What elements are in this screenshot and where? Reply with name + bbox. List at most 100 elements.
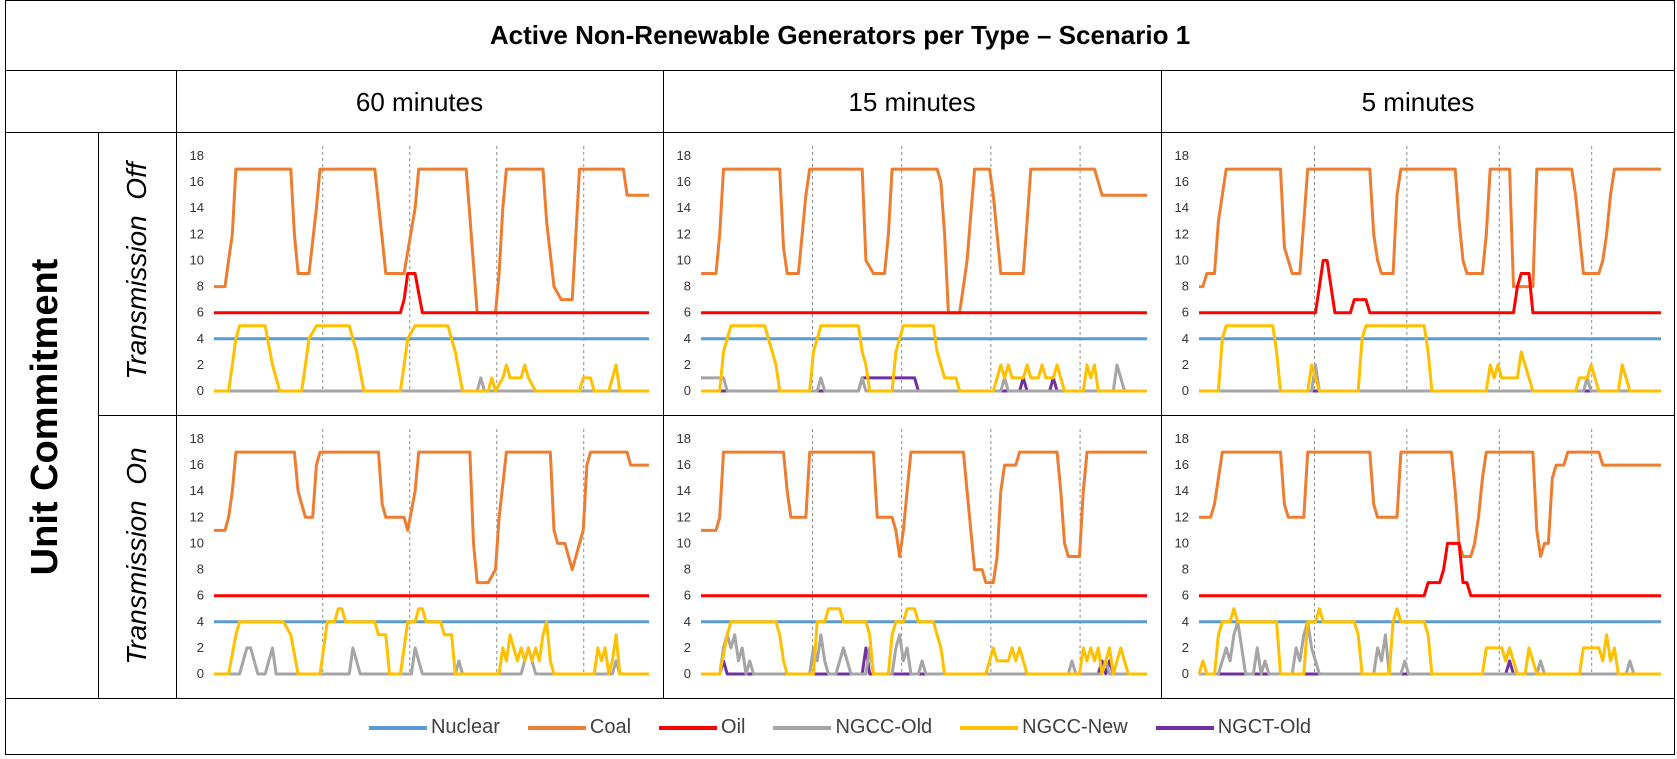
y-tick-label: 6 [1182, 305, 1189, 320]
legend-label-ngct-old: NGCT-Old [1217, 716, 1312, 738]
y-tick-label: 14 [1175, 200, 1189, 215]
y-tick-label: 10 [190, 535, 204, 550]
row-label-transmission-off: Transmission Off [121, 162, 152, 380]
y-tick-label: 4 [1182, 331, 1189, 346]
series-line-ngcc-old [701, 633, 1147, 676]
y-tick-label: 2 [1182, 357, 1189, 372]
y-tick-label: 18 [190, 431, 204, 446]
legend-label-ngcc-new: NGCC-New [1022, 716, 1128, 738]
y-tick-label: 4 [1182, 614, 1189, 629]
y-tick-label: 16 [190, 174, 204, 189]
row-group-label: Unit Commitment [23, 258, 66, 576]
y-tick-label: 10 [1175, 252, 1189, 267]
legend-item-ngcc-old: NGCC-Old [773, 716, 932, 739]
series-line-coal [701, 167, 1147, 315]
legend-item-nuclear: Nuclear [368, 716, 500, 739]
y-tick-label: 4 [684, 331, 691, 346]
series-line-oil [214, 272, 649, 315]
y-tick-label: 16 [190, 457, 204, 472]
series-line-coal [1199, 167, 1661, 289]
y-tick-label: 6 [684, 588, 691, 603]
y-tick-label: 12 [190, 509, 204, 524]
series-line-coal [214, 167, 649, 315]
y-tick-label: 4 [197, 331, 204, 346]
y-tick-label: 12 [1175, 509, 1189, 524]
y-tick-label: 2 [197, 640, 204, 655]
col-header-5: 5 minutes [1361, 86, 1475, 117]
legend-swatch-coal [527, 725, 586, 730]
y-tick-label: 0 [197, 383, 204, 398]
y-tick-label: 0 [1182, 666, 1189, 681]
chart-panel-off-15: 0 2 4 6 8 10 12 14 16 18 [677, 146, 1147, 398]
y-tick-label: 12 [1175, 226, 1189, 241]
legend-swatch-ngct-old [1155, 725, 1214, 730]
y-tick-label: 14 [1175, 483, 1189, 498]
chart-title: Active Non-Renewable Generators per Type… [489, 19, 1191, 50]
col-header-60: 60 minutes [355, 86, 484, 117]
y-tick-label: 10 [677, 535, 691, 550]
y-tick-label: 16 [677, 457, 691, 472]
y-tick-label: 18 [677, 431, 691, 446]
outer-frame [5, 0, 1675, 755]
y-tick-label: 0 [197, 666, 204, 681]
row-label-transmission-on: Transmission On [121, 447, 152, 665]
y-tick-label: 14 [677, 483, 691, 498]
y-tick-label: 6 [197, 305, 204, 320]
y-tick-label: 8 [1182, 279, 1189, 294]
col-header-15: 15 minutes [848, 86, 976, 117]
y-tick-label: 10 [1175, 535, 1189, 550]
series-line-ngcc-new [701, 324, 1147, 393]
col-divider-0 [176, 70, 177, 698]
y-tick-label: 18 [677, 148, 691, 163]
series-line-ngct-old [701, 376, 1147, 393]
y-tick-label: 12 [677, 509, 691, 524]
legend-item-oil: Oil [659, 716, 745, 739]
row-label-divider [98, 132, 99, 698]
y-tick-label: 18 [1175, 431, 1189, 446]
y-tick-label: 4 [197, 614, 204, 629]
y-tick-label: 16 [1175, 457, 1189, 472]
title-divider [5, 70, 1675, 71]
y-tick-label: 18 [190, 148, 204, 163]
y-tick-label: 6 [684, 305, 691, 320]
row-divider [98, 415, 1675, 416]
y-tick-label: 4 [684, 614, 691, 629]
y-tick-label: 18 [1175, 148, 1189, 163]
y-tick-label: 12 [677, 226, 691, 241]
y-tick-label: 10 [190, 252, 204, 267]
y-tick-label: 14 [190, 200, 204, 215]
y-tick-label: 0 [1182, 383, 1189, 398]
series-line-oil [1199, 258, 1661, 315]
y-tick-label: 2 [684, 357, 691, 372]
y-tick-label: 8 [684, 562, 691, 577]
y-tick-label: 8 [1182, 562, 1189, 577]
series-line-oil [1199, 541, 1661, 598]
y-tick-label: 16 [1175, 174, 1189, 189]
y-tick-label: 16 [677, 174, 691, 189]
y-tick-label: 2 [197, 357, 204, 372]
series-line-ngcc-new [214, 607, 649, 676]
y-tick-label: 12 [190, 226, 204, 241]
y-tick-label: 0 [684, 383, 691, 398]
y-tick-label: 14 [190, 483, 204, 498]
y-tick-label: 2 [1182, 640, 1189, 655]
legend-item-ngct-old: NGCT-Old [1155, 716, 1312, 739]
col-divider-1 [663, 70, 664, 698]
header-divider [5, 132, 1675, 133]
series-line-coal [214, 450, 649, 585]
y-tick-label: 8 [197, 562, 204, 577]
series-line-ngcc-new [1197, 607, 1661, 676]
legend-label-nuclear: Nuclear [430, 716, 500, 738]
chart-panel-on-5: 0 2 4 6 8 10 12 14 16 18 [1175, 429, 1661, 681]
y-tick-label: 8 [197, 279, 204, 294]
series-line-ngcc-new [701, 607, 1147, 676]
series-line-coal [1199, 450, 1661, 558]
y-tick-label: 2 [684, 640, 691, 655]
chart-panel-off-60: 0 2 4 6 8 10 12 14 16 18 [190, 146, 649, 398]
legend-swatch-oil [659, 725, 718, 730]
series-line-ngcc-old [1199, 620, 1661, 676]
legend-swatch-nuclear [368, 725, 427, 730]
legend-label-oil: Oil [721, 716, 746, 738]
series-line-ngcc-old [1199, 363, 1661, 393]
y-tick-label: 0 [684, 666, 691, 681]
